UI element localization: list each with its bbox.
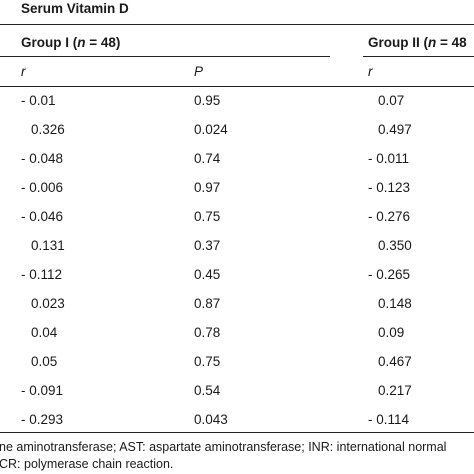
rule-bottom	[0, 432, 474, 433]
table-cell: 0.05	[31, 354, 58, 369]
table-cell: - 0.265	[368, 267, 411, 282]
subheader-p: P	[194, 64, 204, 79]
table-cell: 0.09	[378, 325, 405, 340]
table-cell: - 0.048	[21, 151, 64, 166]
footnote-line-2: CR: polymerase chain reaction.	[0, 457, 174, 471]
table-cell: 0.45	[194, 267, 221, 282]
table-cell: 0.97	[194, 180, 221, 195]
table-cell: - 0.293	[21, 412, 64, 427]
table-cell: 0.87	[194, 296, 221, 311]
group-2-header: Group II (n = 48	[368, 35, 467, 50]
table-cell: - 0.006	[21, 180, 64, 195]
table-cell: 0.467	[378, 354, 412, 369]
table-cell: - 0.011	[368, 151, 410, 166]
table-cell: 0.07	[378, 93, 405, 108]
table-cell: 0.023	[31, 296, 65, 311]
table-cell: 0.350	[378, 238, 412, 253]
table-cell: 0.04	[31, 325, 58, 340]
group-1-header: Group I (n = 48)	[21, 35, 121, 50]
rule-top	[0, 24, 474, 25]
table-cell: - 0.091	[21, 383, 64, 398]
subheader-r-2: r	[368, 64, 373, 79]
table-cell: 0.043	[194, 412, 228, 427]
table-cell: - 0.01	[21, 93, 56, 108]
table-cell: - 0.123	[368, 180, 411, 195]
rule-group-2	[363, 56, 474, 57]
table-cell: 0.024	[194, 122, 228, 137]
table-cell: 0.78	[194, 325, 221, 340]
table-cell: - 0.046	[21, 209, 64, 224]
table-cell: 0.54	[194, 383, 221, 398]
table-title: Serum Vitamin D	[21, 1, 129, 16]
table-cell: 0.497	[378, 122, 412, 137]
table-cell: 0.326	[31, 122, 65, 137]
table-cell: 0.74	[194, 151, 221, 166]
table-cell: 0.95	[194, 93, 221, 108]
table-cell: 0.148	[378, 296, 412, 311]
table-cell: - 0.112	[21, 267, 63, 282]
table-cell: - 0.114	[368, 412, 410, 427]
table-cell: 0.37	[194, 238, 221, 253]
rule-subheader	[0, 86, 474, 87]
table-cell: 0.217	[378, 383, 412, 398]
table-cell: 0.131	[31, 238, 65, 253]
table-cell: 0.75	[194, 354, 221, 369]
table-cell: 0.75	[194, 209, 221, 224]
footnote-line-1: ne aminotransferase; AST: aspartate amin…	[0, 440, 447, 454]
rule-group-1	[0, 56, 330, 57]
subheader-r-1: r	[21, 64, 26, 79]
table-cell: - 0.276	[368, 209, 411, 224]
